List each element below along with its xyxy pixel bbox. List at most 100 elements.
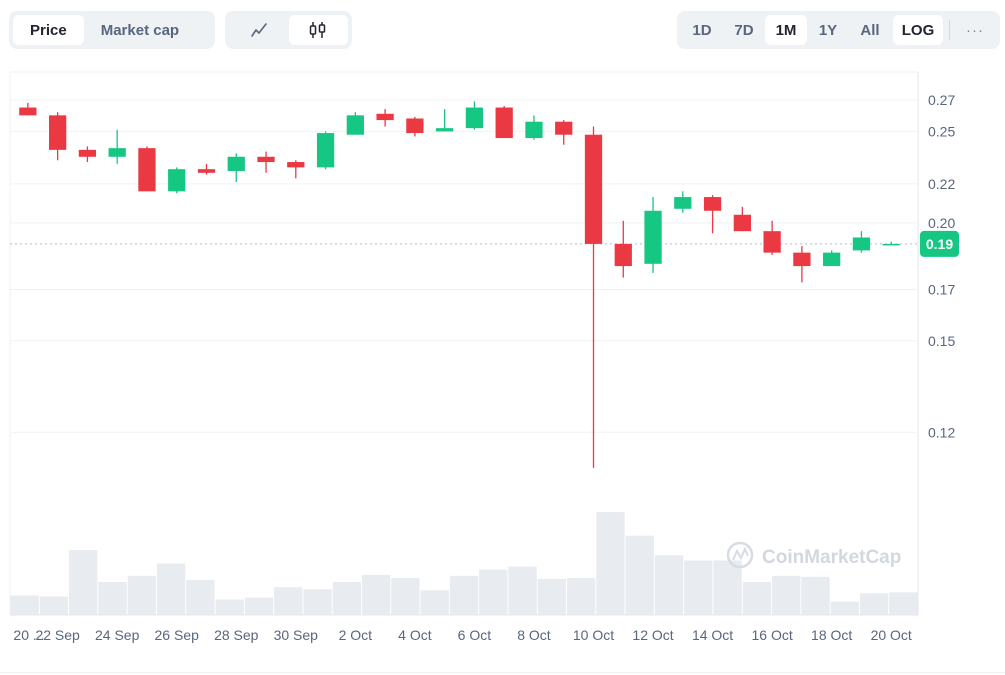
candle-body bbox=[823, 252, 841, 267]
volume-bar bbox=[420, 590, 449, 615]
candle bbox=[197, 163, 216, 175]
x-tick-label: 8 Oct bbox=[517, 627, 551, 643]
candle bbox=[287, 160, 305, 179]
candle-body bbox=[495, 107, 513, 139]
x-tick-label: 10 Oct bbox=[573, 627, 614, 643]
candle bbox=[644, 197, 662, 273]
y-tick-label: 0.27 bbox=[928, 92, 955, 108]
volume-bar bbox=[508, 566, 537, 615]
watermark: CoinMarketCap bbox=[726, 541, 901, 569]
volume-bar bbox=[274, 587, 303, 615]
candle-body bbox=[555, 121, 573, 135]
y-tick-label: 0.17 bbox=[928, 281, 955, 297]
volume-bar bbox=[859, 593, 889, 615]
candle bbox=[495, 105, 513, 139]
volume-bar bbox=[625, 535, 654, 615]
x-tick-label: 12 Oct bbox=[632, 627, 673, 643]
candle-body bbox=[465, 107, 484, 129]
candle-body bbox=[882, 243, 900, 246]
volume-bar bbox=[567, 577, 596, 615]
candle bbox=[108, 129, 126, 164]
candle bbox=[316, 131, 335, 170]
volume-bar bbox=[39, 596, 69, 615]
volume-bar bbox=[596, 512, 625, 615]
candle-body bbox=[257, 156, 275, 163]
candle bbox=[733, 206, 751, 232]
candle bbox=[436, 109, 454, 132]
bottom-divider bbox=[0, 672, 1005, 673]
candle bbox=[525, 115, 543, 140]
candle bbox=[257, 151, 275, 173]
x-tick-label: 24 Sep bbox=[95, 627, 140, 643]
candle-body bbox=[376, 113, 394, 121]
candle bbox=[584, 126, 603, 468]
candle-body bbox=[78, 149, 97, 157]
candle bbox=[555, 120, 573, 145]
candle-body bbox=[644, 210, 662, 264]
volume-bar bbox=[10, 595, 39, 615]
volume-bar bbox=[537, 578, 567, 615]
candle-body bbox=[19, 107, 37, 116]
candle bbox=[882, 241, 900, 246]
volume-bar bbox=[654, 555, 684, 615]
candle-body bbox=[793, 252, 811, 267]
candle bbox=[406, 116, 424, 137]
volume-bar bbox=[186, 579, 215, 615]
candle bbox=[138, 146, 156, 192]
x-tick-label: 18 Oct bbox=[811, 627, 852, 643]
range-1y[interactable]: 1Y bbox=[818, 21, 838, 39]
x-tick-label: 22 Sep bbox=[35, 627, 80, 643]
candle bbox=[465, 101, 484, 130]
range-all[interactable]: All bbox=[860, 21, 880, 39]
price-tab[interactable]: Price bbox=[13, 15, 84, 45]
candle-body bbox=[48, 115, 67, 150]
candle-body bbox=[584, 134, 603, 244]
y-tick-label: 0.20 bbox=[928, 215, 955, 231]
volume-bar bbox=[801, 576, 830, 615]
x-tick-label: 6 Oct bbox=[458, 627, 492, 643]
line-chart-button[interactable] bbox=[229, 15, 289, 45]
candle-body bbox=[138, 148, 156, 192]
y-tick-label: 0.15 bbox=[928, 333, 955, 349]
candle bbox=[614, 220, 632, 278]
chart-type-toggle bbox=[225, 11, 352, 49]
candle-body bbox=[703, 197, 722, 211]
candle-body bbox=[168, 169, 186, 192]
coinmarketcap-logo-mark bbox=[732, 546, 749, 561]
x-tick-label: 26 Sep bbox=[155, 627, 200, 643]
volume-bar bbox=[69, 550, 98, 615]
candle-body bbox=[436, 128, 454, 132]
volume-bar bbox=[449, 575, 479, 615]
volume-bar bbox=[98, 582, 127, 615]
volume-bar bbox=[127, 575, 156, 615]
candle-body bbox=[346, 115, 364, 135]
x-tick-label: 14 Oct bbox=[692, 627, 733, 643]
market-cap-tab[interactable]: Market cap bbox=[100, 21, 180, 39]
candle-body bbox=[406, 118, 424, 134]
candle bbox=[48, 112, 67, 161]
candle-body bbox=[614, 243, 632, 267]
candlestick-icon bbox=[310, 22, 326, 38]
toolbar-divider bbox=[949, 20, 950, 40]
candle bbox=[823, 250, 841, 267]
volume-bar bbox=[303, 589, 332, 615]
candle bbox=[227, 153, 245, 182]
candle bbox=[852, 231, 871, 253]
more-options-button[interactable]: ··· bbox=[966, 21, 984, 39]
log-scale-button[interactable]: LOG bbox=[893, 15, 943, 45]
candle-body bbox=[227, 156, 245, 171]
time-range-toggle: 1D 7D 1M 1Y All LOG ··· bbox=[677, 11, 1000, 49]
x-tick-label: 4 Oct bbox=[398, 627, 432, 643]
candle-body bbox=[287, 162, 305, 168]
volume-bar bbox=[772, 575, 801, 615]
volume-bar bbox=[830, 601, 859, 615]
candle bbox=[376, 109, 394, 127]
volume-bar bbox=[156, 563, 186, 615]
volume-bar bbox=[742, 582, 772, 615]
range-1d[interactable]: 1D bbox=[692, 21, 712, 39]
candlestick-button[interactable] bbox=[288, 15, 348, 45]
current-price-label: 0.19 bbox=[926, 236, 953, 252]
range-7d[interactable]: 7D bbox=[734, 21, 754, 39]
range-1m[interactable]: 1M bbox=[765, 15, 807, 45]
